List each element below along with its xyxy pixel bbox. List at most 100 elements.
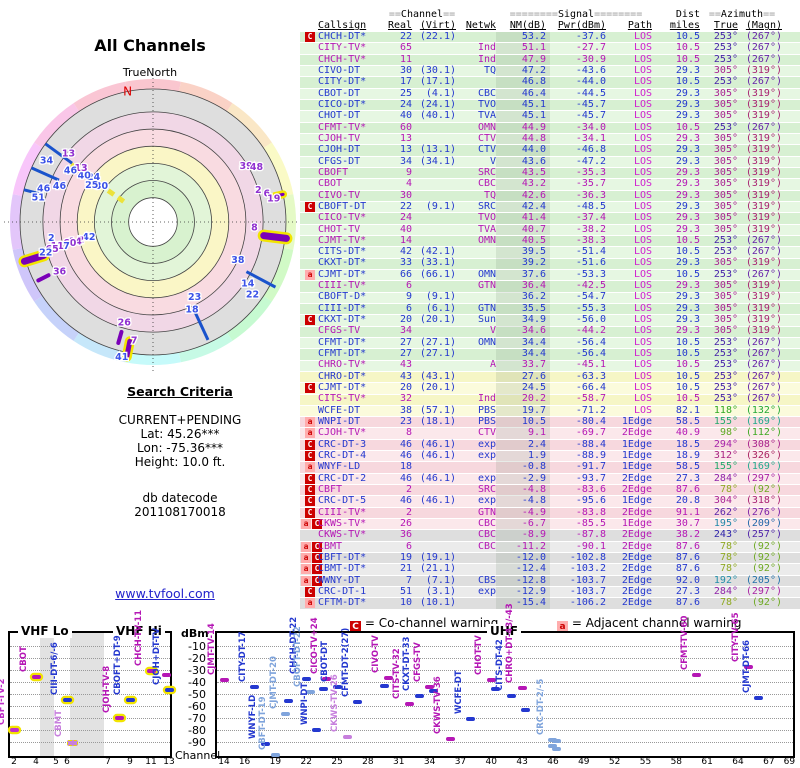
real-channel-cell: 17 — [399, 76, 412, 88]
network-cell: Ind — [477, 53, 496, 65]
azimuth-true-cell: 253° — [713, 348, 738, 360]
noise-margin-cell: -6.7 — [496, 519, 550, 530]
azimuth-true-cell: 305° — [713, 110, 738, 122]
station-label: CJOH+DT-TV — [152, 628, 162, 686]
path-cell: LOS — [633, 291, 652, 303]
power-cell: -51.4 — [575, 246, 606, 258]
path-cell: LOS — [633, 393, 652, 405]
col-header-path: Path — [627, 20, 652, 32]
azimuth-true-cell: 312° — [713, 450, 738, 462]
table-row: CHRO-TV* 43 A 33.7 -45.1 LOS 10.5 253° (267°) — [300, 360, 800, 372]
callsign-cell: CFGS-DT — [318, 155, 361, 167]
callsign-cell: CITY-DT* — [318, 76, 367, 88]
signal-bar — [125, 697, 135, 702]
network-cell: SRC — [477, 166, 496, 178]
col-header-true: True — [713, 20, 738, 32]
power-cell: -42.5 — [575, 280, 606, 292]
table-row: CHRO-DT* 43 (43.1) 27.6 -63.3 LOS 10.5 253° (267… — [300, 370, 800, 384]
tvfool-link[interactable]: www.tvfool.com — [115, 586, 215, 601]
power-cell: -71.2 — [575, 404, 606, 416]
gridline — [10, 694, 170, 695]
channel-number-label: 13 — [62, 149, 75, 160]
distance-cell: 10.5 — [675, 246, 700, 258]
table-row: C CRC-DT-2 46 (46.1) exp -2.9 -93.7 2Edge 27.3 28… — [300, 472, 800, 486]
channel-tick: 14 — [218, 757, 230, 767]
signal-bar — [425, 685, 435, 690]
distance-cell: 40.9 — [675, 427, 700, 439]
network-cell: exp — [477, 472, 496, 484]
channel-tick: 22 — [300, 757, 312, 767]
power-cell: -85.5 — [575, 518, 606, 530]
channel-tick: 6 — [64, 757, 70, 767]
real-channel-cell: 66 — [399, 268, 412, 280]
real-channel-cell: 20 — [399, 382, 412, 394]
callsign-cell: CICO-TV* — [318, 212, 367, 224]
longitude-value: Lon: -75.36*** — [137, 441, 223, 455]
noise-margin-cell: 2.4 — [496, 439, 550, 451]
gridline — [217, 658, 793, 659]
noise-margin-cell: 41.4 — [496, 213, 550, 224]
azimuth-true-cell: 155° — [713, 416, 738, 428]
callsign-cell: CHOT-TV — [318, 223, 361, 235]
station-label: CITY-DT-17 — [237, 631, 248, 682]
station-direction-line — [30, 166, 60, 182]
noise-margin-cell: 27.6 — [496, 371, 550, 383]
noise-margin-cell: 39.2 — [496, 258, 550, 269]
virtual-channel-cell: (27.1) — [419, 336, 456, 348]
warning-marker-cell: C — [300, 507, 318, 519]
signal-bar — [552, 746, 562, 751]
real-channel-cell: 30 — [399, 64, 412, 76]
path-cell: LOS — [633, 42, 652, 54]
callsign-cell: CFMT-TV* — [318, 121, 367, 133]
real-channel-cell: 24 — [399, 212, 412, 224]
channel-number-label: 46 — [53, 181, 67, 192]
station-label: CIVO-TV — [371, 634, 382, 673]
network-cell: exp — [477, 450, 496, 462]
callsign-cell: CRC-DT-4 — [318, 450, 367, 462]
channel-tick: 11 — [145, 757, 157, 767]
adjacent-channel-warning-badge: a — [305, 598, 315, 609]
callsign-cell: WWNY-DT — [318, 574, 361, 586]
virtual-channel-cell: (46.1) — [419, 472, 456, 484]
warning-marker-cell: C — [300, 496, 318, 507]
gridline — [10, 646, 170, 647]
azimuth-true-cell: 253° — [713, 370, 738, 382]
real-channel-cell: 11 — [399, 53, 412, 65]
warning-marker-cell: C — [300, 31, 318, 43]
signal-bar — [284, 699, 294, 704]
channel-number-label: 40 — [78, 171, 92, 182]
table-row: C CKXT-DT* 20 (20.1) Sun 34.9 -56.0 LOS 29.3 305°… — [300, 314, 800, 327]
station-label: CIII-DT-6/-6 — [50, 642, 60, 696]
noise-margin-cell: 44.0 — [496, 145, 550, 156]
network-cell: CBC — [477, 540, 496, 552]
station-label: CITY-TV-65 — [731, 612, 742, 663]
virtual-channel-cell: (46.1) — [419, 438, 456, 450]
path-cell: LOS — [633, 30, 652, 42]
azimuth-magnetic-cell: (267°) — [745, 246, 782, 258]
virtual-channel-cell: (13.1) — [419, 144, 456, 156]
power-cell: -103.2 — [569, 563, 606, 575]
channel-number-label: 2 — [78, 235, 85, 246]
db-datecode-label: db datecode — [142, 491, 218, 505]
real-channel-cell: 34 — [399, 155, 412, 167]
noise-margin-cell: 24.5 — [496, 383, 550, 394]
azimuth-magnetic-cell: (267°) — [745, 42, 782, 54]
signal-bar — [517, 686, 527, 691]
table-row: CJOH-TV 13 CTV 44.8 -34.1 LOS 29.3 305° (319°) — [300, 133, 800, 146]
table-row: CIII-DT* 6 (6.1) GTN 35.5 -55.3 LOS 29.3 305° (31… — [300, 303, 800, 316]
network-cell: Sun — [477, 314, 496, 326]
channel-tick: 4 — [33, 757, 39, 767]
channel-number-label: 26 — [118, 317, 132, 328]
signal-bar — [260, 742, 270, 747]
channel-number-label: 11 — [51, 241, 64, 252]
real-channel-cell: 2 — [405, 484, 412, 496]
table-row: CFMT-DT* 27 (27.1) 34.4 -56.4 LOS 10.5 253° (267… — [300, 348, 800, 361]
power-cell: -83.8 — [575, 506, 606, 518]
azimuth-true-cell: 304° — [713, 495, 738, 507]
network-cell: SRC — [477, 200, 496, 212]
azimuth-magnetic-cell: (308°) — [745, 438, 782, 450]
azimuth-true-cell: 78° — [719, 597, 738, 609]
signal-bar — [305, 690, 315, 695]
table-row: a C CBFT-DT* 19 (19.1) -12.0 -102.8 2Edge 87.6 78… — [300, 553, 800, 565]
